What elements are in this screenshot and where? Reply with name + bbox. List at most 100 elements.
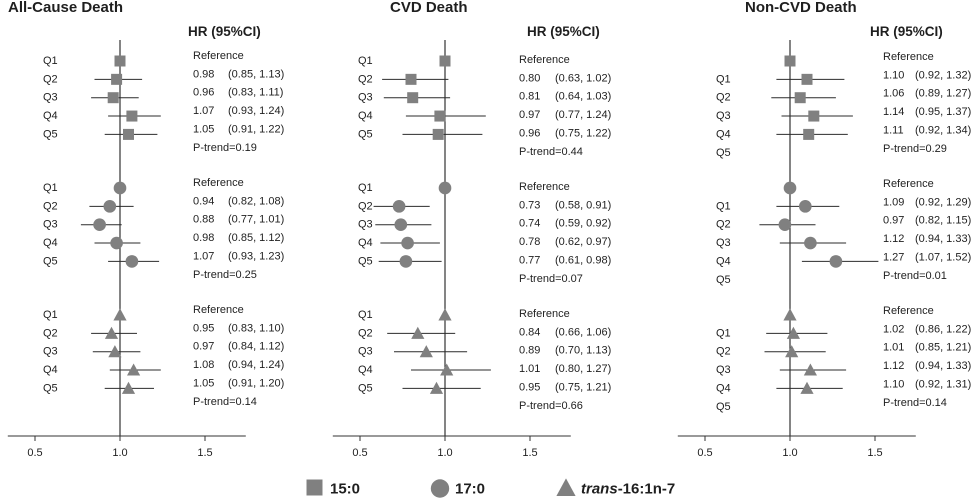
ci-value: (0.85, 1.21) bbox=[915, 342, 971, 354]
quintile-label: Q5 bbox=[43, 255, 58, 267]
hr-value: 0.97 bbox=[193, 341, 214, 353]
triangle-marker bbox=[113, 308, 127, 321]
quintile-label: Q2 bbox=[43, 200, 58, 212]
hr-value: 0.89 bbox=[519, 345, 540, 357]
p-trend-label: P-trend=0.01 bbox=[883, 270, 947, 282]
legend-item-square: 15:0 bbox=[306, 479, 360, 498]
hr-value: 1.10 bbox=[883, 69, 904, 81]
ci-value: (0.61, 0.98) bbox=[555, 254, 611, 266]
quintile-label: Q1 bbox=[43, 182, 58, 194]
ci-value: (0.93, 1.23) bbox=[228, 250, 284, 262]
quintile-row: Q3 0.97 (0.84, 1.12) bbox=[43, 341, 284, 358]
quintile-label: Q4 bbox=[716, 382, 731, 394]
hr-value: 1.01 bbox=[519, 363, 540, 375]
quintile-row: Q1 Reference bbox=[358, 181, 570, 195]
ci-value: (1.07, 1.52) bbox=[915, 251, 971, 263]
quintile-row: Q5 1.10 (0.92, 1.31) bbox=[716, 378, 971, 412]
quintile-label: Q3 bbox=[716, 237, 731, 249]
circle-marker bbox=[103, 200, 117, 213]
quintile-label: Q4 bbox=[358, 237, 373, 249]
ci-value: (0.62, 0.97) bbox=[555, 236, 611, 248]
quintile-row: Q5 0.95 (0.75, 1.21) bbox=[358, 381, 611, 394]
quintile-row: Q2 1.02 (0.86, 1.22) bbox=[716, 323, 971, 357]
reference-text: Reference bbox=[193, 177, 244, 189]
quintile-row: Q1 Reference bbox=[716, 178, 934, 212]
circle-marker bbox=[829, 255, 843, 268]
legend-item-triangle: trans-16:1n-7 bbox=[556, 478, 675, 498]
hr-ci-header: HR (95%CI) bbox=[188, 24, 261, 39]
quintile-row: Q3 0.89 (0.70, 1.13) bbox=[358, 345, 611, 358]
circle-marker bbox=[125, 255, 139, 268]
hr-value: 0.97 bbox=[519, 109, 540, 121]
quintile-row: Q4 0.98 (0.85, 1.12) bbox=[43, 232, 284, 250]
p-trend-label: P-trend=0.19 bbox=[193, 142, 257, 154]
quintile-label: Q1 bbox=[358, 182, 373, 194]
quintile-row: Q1 Reference bbox=[716, 305, 934, 339]
triangle-marker bbox=[104, 326, 119, 339]
quintile-label: Q4 bbox=[358, 110, 373, 122]
x-tick-label: 0.5 bbox=[352, 447, 367, 459]
p-trend-label: P-trend=0.25 bbox=[193, 269, 257, 281]
reference-text: Reference bbox=[519, 181, 570, 193]
quintile-label: Q5 bbox=[43, 382, 58, 394]
quintile-row: Q2 0.95 (0.83, 1.10) bbox=[43, 322, 284, 339]
group-triangle: Q1 Reference Q2 0.84 (0.66, 1.06) Q3 0.89 (0.70… bbox=[358, 308, 611, 412]
quintile-row: Q1 Reference bbox=[43, 304, 244, 321]
square-marker bbox=[801, 73, 813, 85]
ci-value: (0.59, 0.92) bbox=[555, 218, 611, 230]
quintile-label: Q1 bbox=[43, 55, 58, 67]
hr-value: 1.08 bbox=[193, 359, 214, 371]
triangle-marker bbox=[127, 363, 141, 376]
quintile-row: Q5 1.11 (0.92, 1.34) bbox=[716, 124, 971, 158]
quintile-row: Q3 1.06 (0.89, 1.27) bbox=[716, 88, 971, 122]
square-marker bbox=[111, 73, 123, 85]
hr-value: 1.02 bbox=[883, 323, 904, 335]
ci-value: (0.75, 1.22) bbox=[555, 127, 611, 139]
quintile-row: Q3 0.88 (0.77, 1.01) bbox=[43, 214, 284, 232]
quintile-row: Q4 1.14 (0.95, 1.37) bbox=[716, 106, 971, 140]
x-tick-label: 1.0 bbox=[782, 447, 797, 459]
quintile-row: Q4 1.01 (0.80, 1.27) bbox=[358, 363, 611, 376]
square-marker bbox=[434, 110, 446, 122]
hr-value: 1.27 bbox=[883, 251, 904, 263]
quintile-label: Q3 bbox=[716, 364, 731, 376]
quintile-row: Q5 1.27 (1.07, 1.52) bbox=[716, 251, 971, 285]
triangle-marker bbox=[785, 345, 799, 358]
hr-value: 1.12 bbox=[883, 360, 904, 372]
ci-value: (0.91, 1.22) bbox=[228, 123, 284, 135]
circle-marker bbox=[778, 218, 792, 232]
circle-marker bbox=[392, 200, 406, 213]
quintile-label: Q2 bbox=[43, 73, 58, 85]
quintile-row: Q5 1.07 (0.93, 1.23) bbox=[43, 250, 284, 268]
ci-value: (0.82, 1.08) bbox=[228, 195, 284, 207]
ci-value: (0.77, 1.01) bbox=[228, 214, 284, 226]
hr-value: 1.09 bbox=[883, 196, 904, 208]
circle-marker bbox=[113, 181, 127, 195]
group-triangle: Q1 Reference Q2 0.95 (0.83, 1.10) Q3 0.97 (0.84… bbox=[43, 304, 284, 408]
group-circle: Q1 Reference Q2 0.94 (0.82, 1.08) Q3 0.88 (0.77… bbox=[43, 177, 284, 281]
x-tick-label: 1.5 bbox=[197, 447, 212, 459]
hr-value: 0.98 bbox=[193, 232, 214, 244]
hr-value: 0.96 bbox=[519, 127, 540, 139]
hr-value: 0.77 bbox=[519, 254, 540, 266]
ci-value: (0.58, 0.91) bbox=[555, 199, 611, 211]
panel-non-cvd-death: Non-CVD Death HR (95%CI) 0.5 1.0 1.5 Q1 Refere… bbox=[677, 0, 971, 459]
quintile-row: Q1 Reference bbox=[43, 177, 244, 195]
triangle-marker bbox=[108, 345, 122, 358]
quintile-label: Q5 bbox=[43, 128, 58, 140]
square-marker bbox=[794, 92, 806, 104]
quintile-label: Q3 bbox=[358, 219, 373, 231]
p-trend-label: P-trend=0.29 bbox=[883, 143, 947, 155]
quintile-row: Q2 0.80 (0.63, 1.02) bbox=[358, 72, 611, 85]
quintile-label: Q5 bbox=[358, 382, 373, 394]
hr-value: 0.95 bbox=[193, 322, 214, 334]
quintile-label: Q3 bbox=[43, 92, 58, 104]
quintile-label: Q3 bbox=[716, 110, 731, 122]
quintile-row: Q3 0.96 (0.83, 1.11) bbox=[43, 87, 283, 104]
quintile-label: Q3 bbox=[358, 92, 373, 104]
ci-value: (0.77, 1.24) bbox=[555, 109, 611, 121]
reference-text: Reference bbox=[883, 178, 934, 190]
ci-value: (0.80, 1.27) bbox=[555, 363, 611, 375]
quintile-label: Q2 bbox=[716, 219, 731, 231]
ci-value: (0.92, 1.34) bbox=[915, 124, 971, 136]
